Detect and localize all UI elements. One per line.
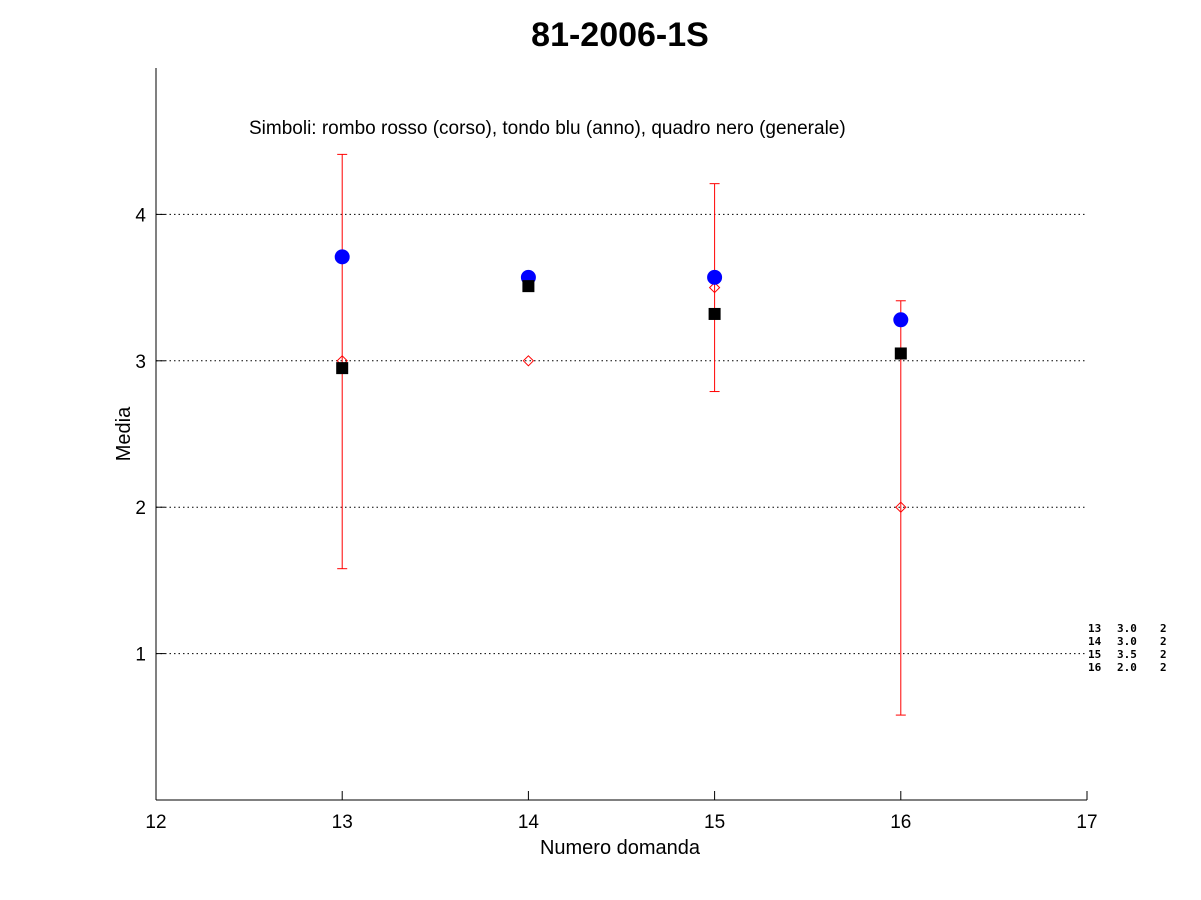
axes <box>155 68 1088 801</box>
side-table-cell: 2 <box>1160 622 1167 635</box>
y-tick-label-2: 2 <box>135 498 146 519</box>
x-tick-label-16: 16 <box>890 812 911 833</box>
y-tick-label-3: 3 <box>135 352 146 373</box>
side-table-cell: 13 <box>1088 622 1101 635</box>
x-tick-label-14: 14 <box>518 812 540 833</box>
circle-marker-anno-16 <box>893 312 909 328</box>
y-tick-label-1: 1 <box>135 645 146 666</box>
chart-title: 81-2006-1S <box>531 16 709 54</box>
diamond-marker-corso-14 <box>522 355 535 367</box>
data-markers <box>334 249 909 513</box>
error-bar-16 <box>895 300 906 716</box>
side-table: 13 3.0 214 3.0 215 3.5 216 2.0 2 <box>1088 622 1167 674</box>
square-marker-generale-13 <box>336 362 349 375</box>
side-table-cell: 2 <box>1160 661 1167 674</box>
side-table-row: 16 2.0 2 <box>1088 661 1167 674</box>
side-table-cell: 3.5 <box>1117 648 1137 661</box>
side-table-cell: 14 <box>1088 635 1102 648</box>
x-tick-label-12: 12 <box>145 812 166 833</box>
side-table-cell: 15 <box>1088 648 1101 661</box>
side-table-cell: 16 <box>1088 661 1102 674</box>
y-axis-label: Media <box>113 406 135 461</box>
square-marker-generale-14 <box>522 280 535 293</box>
x-tick-label-15: 15 <box>704 812 725 833</box>
x-axis-label: Numero domanda <box>540 837 701 859</box>
error-bar-13 <box>337 153 348 570</box>
error-bars <box>337 153 906 716</box>
side-table-cell: 3.0 <box>1117 622 1137 635</box>
side-table-row: 15 3.5 2 <box>1088 648 1167 661</box>
side-table-cell: 2 <box>1160 635 1167 648</box>
diamond-marker-corso-15 <box>708 281 721 294</box>
circle-marker-anno-15 <box>707 269 723 285</box>
side-table-row: 13 3.0 2 <box>1088 622 1167 635</box>
square-marker-generale-15 <box>708 307 721 320</box>
circle-marker-anno-13 <box>334 249 350 265</box>
side-table-cell: 2.0 <box>1117 661 1137 674</box>
x-tick-label-13: 13 <box>332 812 353 833</box>
side-table-row: 14 3.0 2 <box>1088 635 1167 648</box>
square-marker-generale-16 <box>894 347 907 360</box>
side-table-cell: 3.0 <box>1117 635 1137 648</box>
y-tick-label-4: 4 <box>135 205 146 226</box>
symbol-legend-note: Simboli: rombo rosso (corso), tondo blu … <box>249 118 846 139</box>
error-bar-15 <box>709 183 720 393</box>
diamond-marker-corso-16 <box>895 501 907 513</box>
side-table-cell: 2 <box>1160 648 1167 661</box>
x-tick-label-17: 17 <box>1076 812 1097 833</box>
